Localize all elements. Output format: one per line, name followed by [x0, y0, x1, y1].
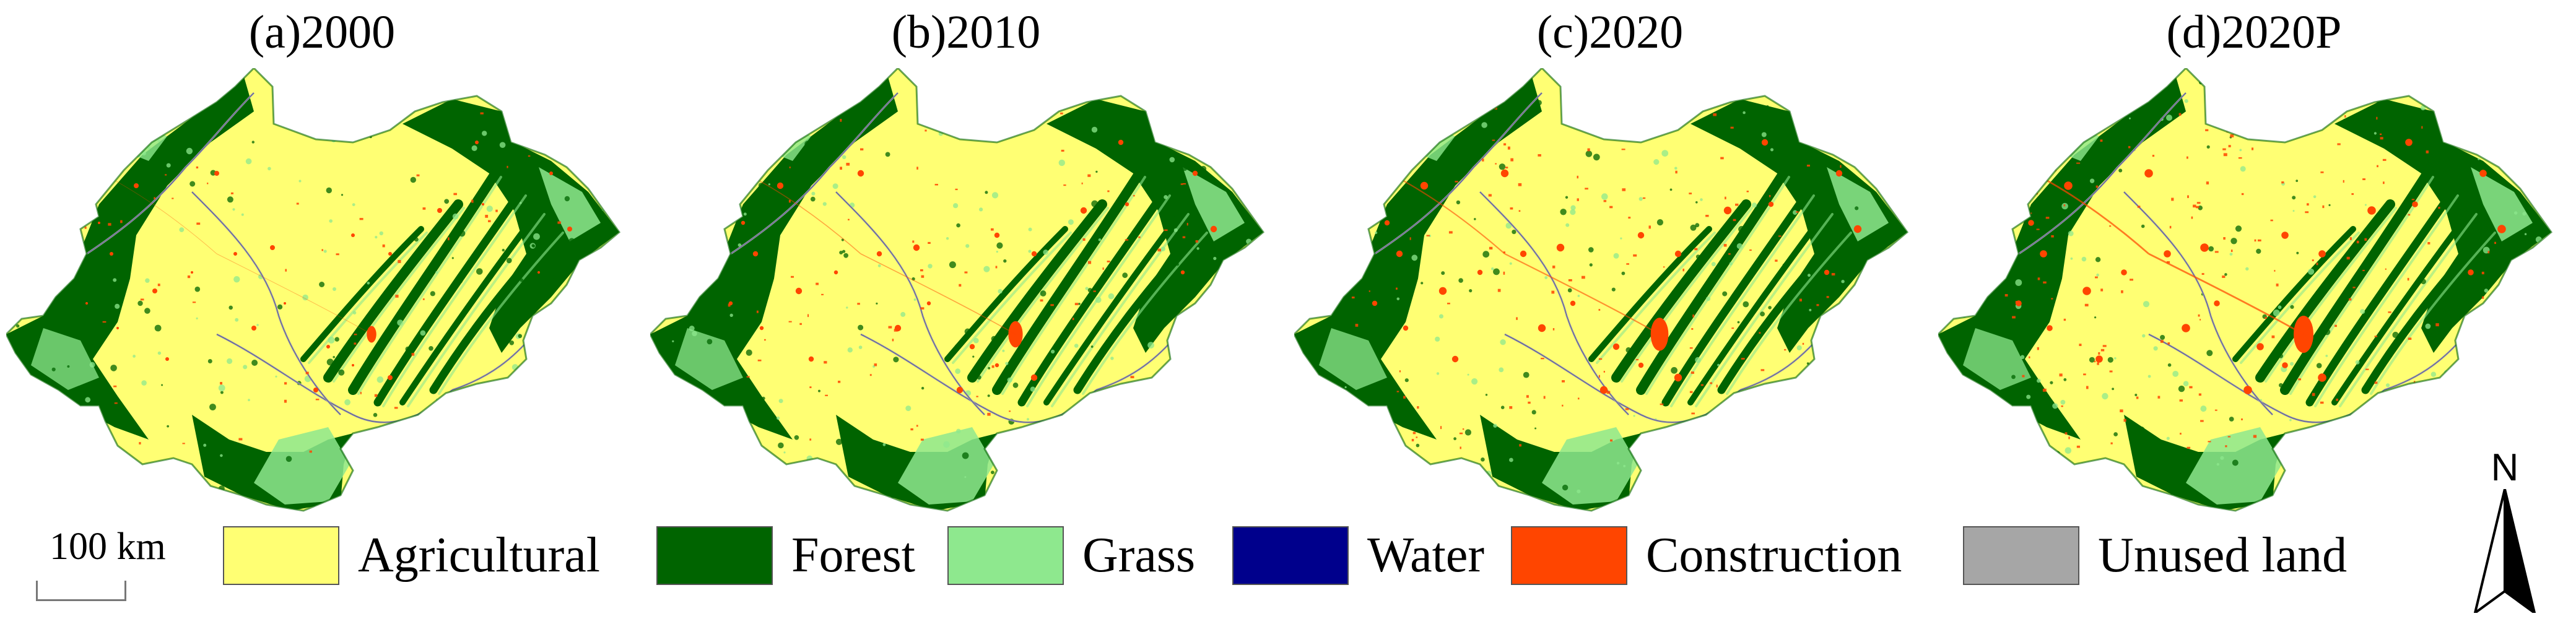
legend-item-grass: Grass — [947, 526, 1195, 585]
land-use-map-c — [1294, 68, 1909, 512]
legend-swatch-water — [1232, 526, 1349, 585]
scale-bar-label: 100 km — [50, 526, 166, 568]
legend-label-unused-land: Unused land — [2098, 528, 2348, 583]
north-arrow-label: N — [2491, 446, 2519, 489]
scale-bar-line — [36, 581, 126, 601]
legend-item-unused-land: Unused land — [1963, 526, 2347, 585]
legend-label-grass: Grass — [1082, 528, 1196, 583]
legend-swatch-forest — [656, 526, 773, 585]
map-panel-c: (c)2020 — [1288, 0, 1932, 514]
legend-label-forest: Forest — [791, 528, 915, 583]
panel-title-c: (c)2020 — [1536, 6, 1684, 58]
north-arrow: N — [2458, 446, 2551, 613]
map-panel-a: (a)2000 — [0, 0, 644, 514]
legend-item-agricultural: Agricultural — [223, 526, 600, 585]
north-arrow-icon — [2474, 489, 2536, 613]
map-panel-d: (d)2020P — [1932, 0, 2576, 514]
panel-title-a: (a)2000 — [248, 6, 396, 58]
panel-title-d: (d)2020P — [2166, 6, 2342, 58]
scale-bar: 100 km — [31, 519, 192, 612]
panel-title-b: (b)2010 — [891, 6, 1041, 58]
legend-swatch-construction — [1511, 526, 1627, 585]
legend-item-construction: Construction — [1511, 526, 1902, 585]
legend-swatch-unused-land — [1963, 526, 2079, 585]
land-use-map-b — [650, 68, 1265, 512]
legend-swatch-grass — [947, 526, 1064, 585]
legend-label-agricultural: Agricultural — [358, 528, 600, 583]
map-panel-b: (b)2010 — [644, 0, 1288, 514]
land-use-map-d — [1938, 68, 2553, 512]
legend-label-construction: Construction — [1646, 528, 1902, 583]
legend-item-water: Water — [1232, 526, 1484, 585]
land-use-map-a — [6, 68, 621, 512]
legend-item-forest: Forest — [656, 526, 915, 585]
legend-label-water: Water — [1367, 528, 1484, 583]
legend-swatch-agricultural — [223, 526, 339, 585]
